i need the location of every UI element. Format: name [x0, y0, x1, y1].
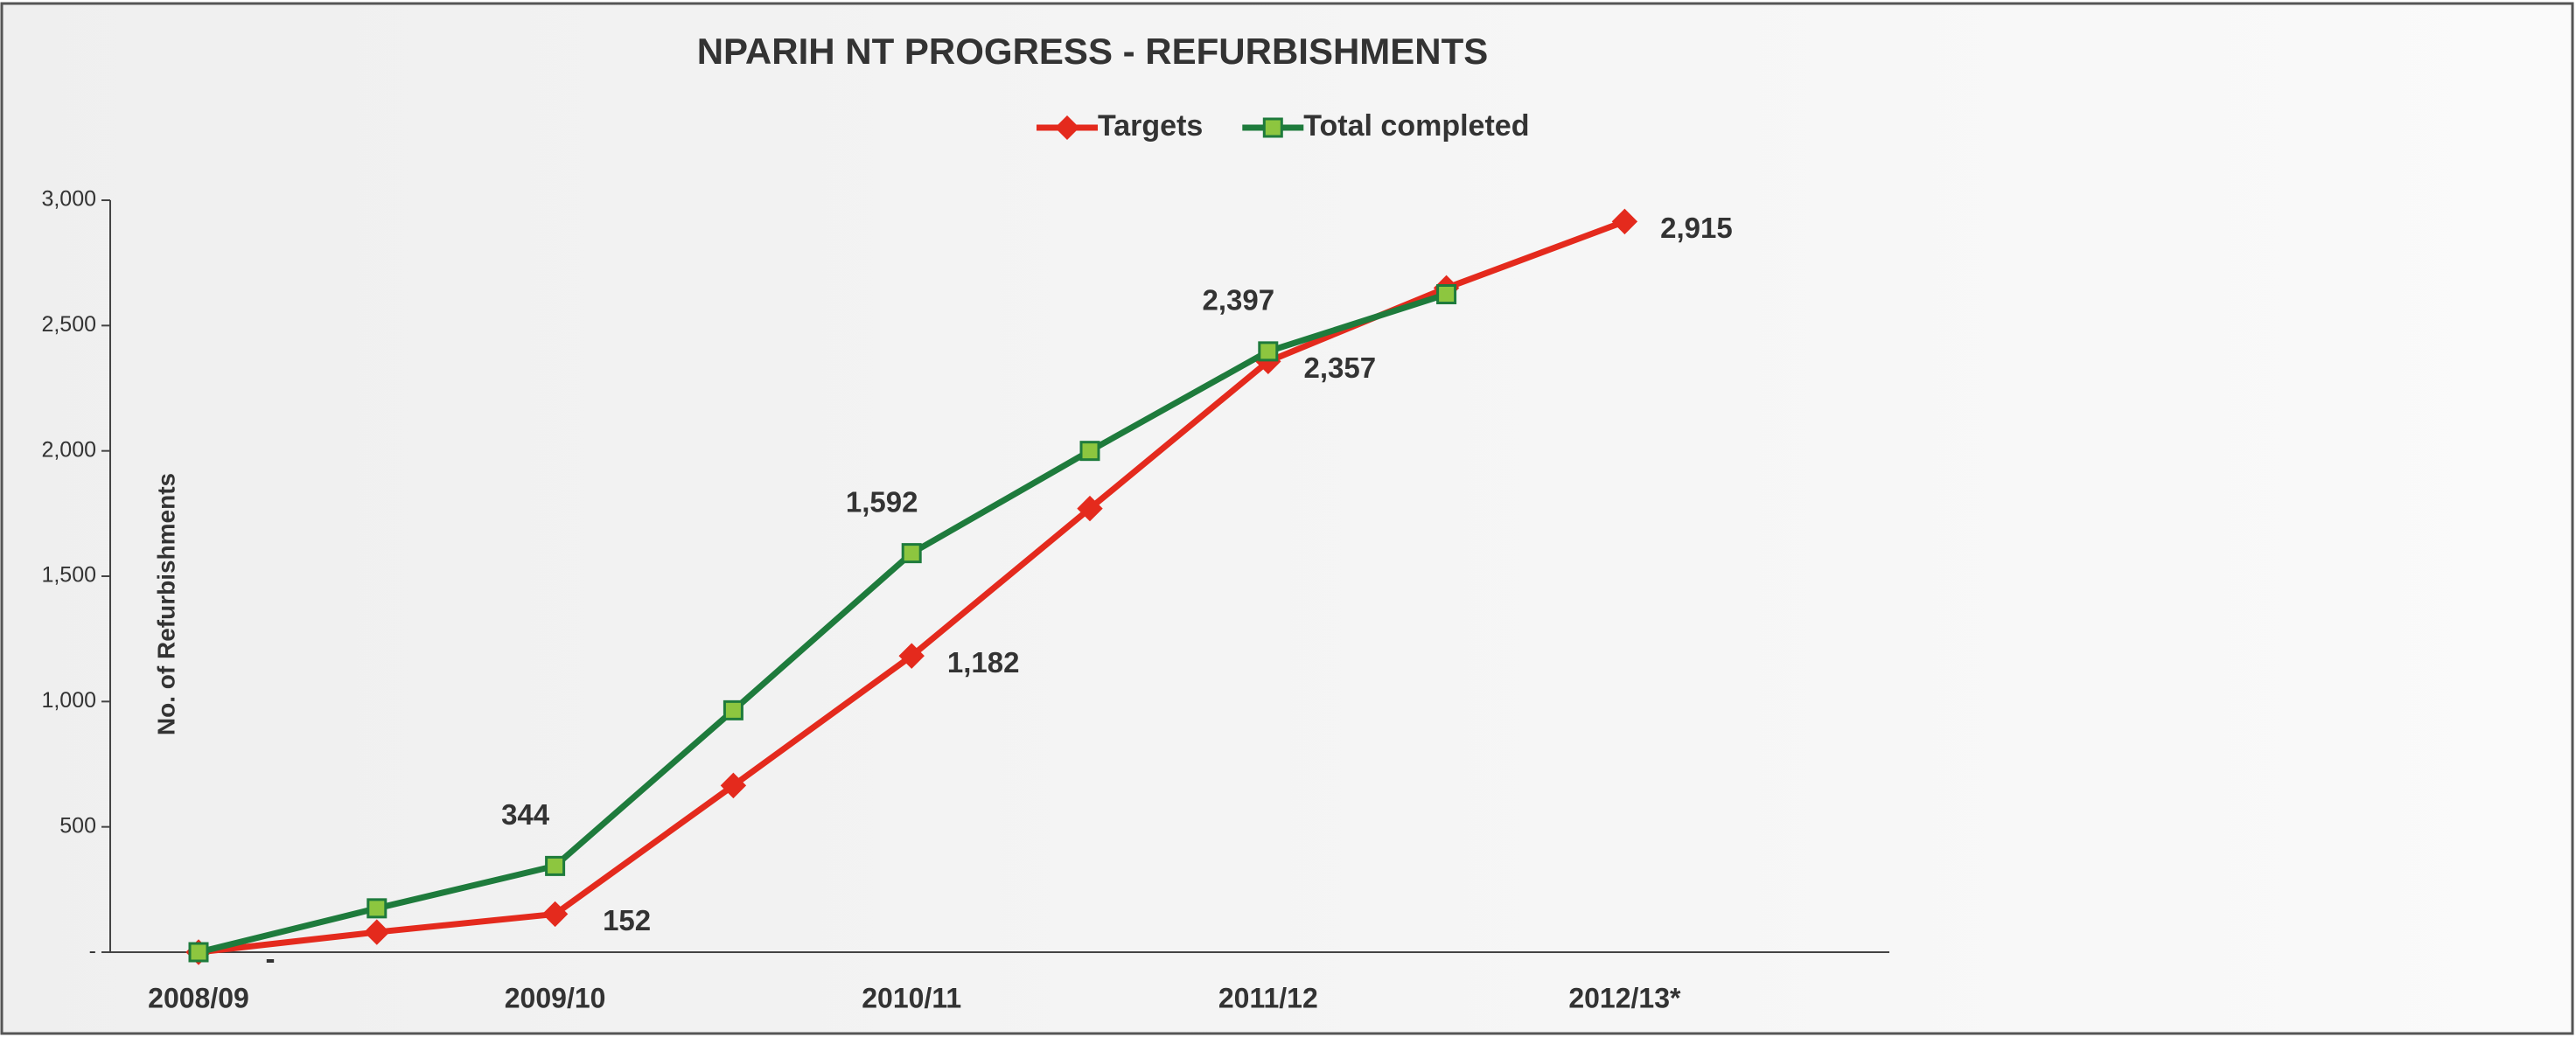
- y-axis-label: No. of Refurbishments: [152, 473, 179, 735]
- y-tick-label: 500: [59, 813, 96, 838]
- marker: [367, 898, 387, 919]
- y-tick-label: 1,500: [41, 563, 96, 588]
- y-tick-label: -: [89, 939, 96, 964]
- marker: [1079, 441, 1100, 462]
- data-label: 1,182: [947, 646, 1020, 679]
- y-tick-label: 2,000: [41, 437, 96, 462]
- marker: [898, 643, 925, 669]
- marker: [188, 942, 209, 963]
- y-tick-label: 2,500: [41, 312, 96, 337]
- legend-label: Total completed: [1303, 109, 1529, 143]
- series-line: [198, 291, 1448, 956]
- x-tick-label: 2009/10: [505, 982, 606, 1013]
- marker: [723, 699, 743, 720]
- marker: [720, 772, 747, 799]
- chart-title: NPARIH NT PROGRESS - REFURBISHMENTS: [697, 31, 1489, 72]
- marker: [1258, 341, 1279, 362]
- x-tick-label: 2012/13*: [1568, 982, 1681, 1013]
- marker: [901, 543, 922, 564]
- marker: [541, 901, 569, 928]
- y-tick-label: 3,000: [41, 187, 96, 212]
- legend-label: Targets: [1098, 109, 1203, 143]
- data-label: 344: [501, 798, 550, 831]
- data-label: 2,357: [1304, 351, 1377, 384]
- data-label: 2,915: [1660, 212, 1733, 244]
- data-label: 1,592: [846, 485, 918, 518]
- marker: [1436, 284, 1457, 304]
- y-tick-label: 1,000: [41, 688, 96, 713]
- legend-marker: [1262, 117, 1283, 138]
- x-tick-label: 2008/09: [148, 982, 249, 1013]
- legend-marker: [1055, 115, 1079, 140]
- marker: [1611, 208, 1638, 235]
- data-label: 2,397: [1203, 284, 1275, 317]
- data-label: 152: [603, 904, 651, 936]
- marker: [1077, 495, 1103, 522]
- marker: [364, 919, 390, 945]
- x-tick-label: 2011/12: [1218, 982, 1318, 1013]
- data-label: -: [266, 943, 276, 975]
- x-tick-label: 2010/11: [862, 982, 961, 1013]
- marker: [545, 855, 566, 876]
